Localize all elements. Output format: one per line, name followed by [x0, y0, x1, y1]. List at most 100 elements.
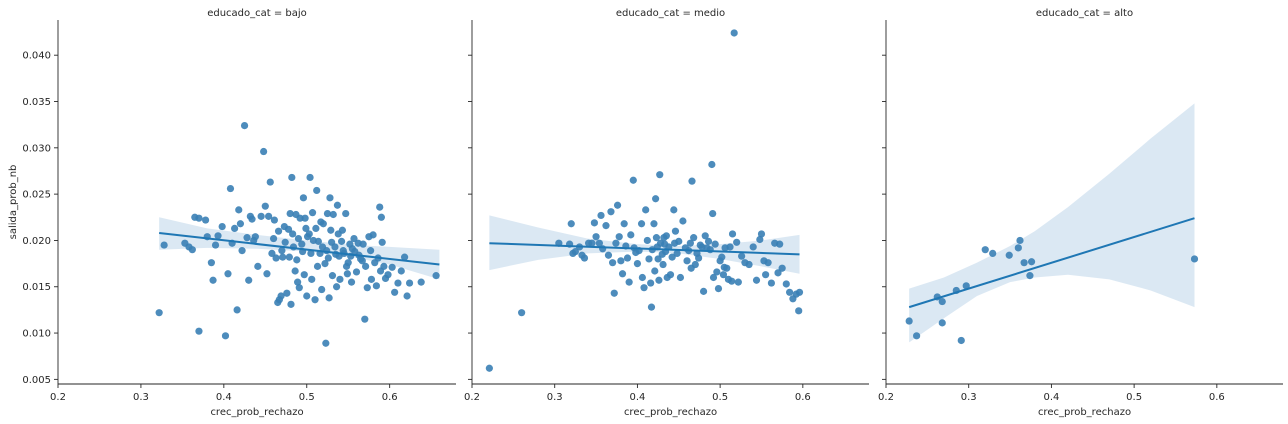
- data-point: [306, 173, 314, 182]
- data-point: [749, 243, 757, 251]
- data-point: [336, 275, 344, 283]
- data-point: [324, 254, 332, 262]
- facet-title: educado_cat = medio: [616, 8, 725, 19]
- facet-title: educado_cat = bajo: [207, 8, 307, 19]
- data-point: [602, 222, 610, 230]
- data-point: [625, 278, 633, 286]
- data-point: [251, 233, 259, 241]
- data-point: [656, 171, 664, 179]
- data-point: [333, 201, 342, 209]
- x-tick-label: 0.2: [50, 392, 66, 403]
- facet-panel-2: educado_cat = alto 0.2 0.3 0.4 0.5 0.6 crec_pr…: [878, 8, 1283, 418]
- x-tick-label: 0.3: [547, 392, 563, 403]
- data-point: [613, 201, 622, 209]
- data-point: [328, 272, 337, 280]
- data-point: [738, 252, 746, 260]
- data-point: [604, 251, 613, 259]
- data-point: [201, 216, 210, 224]
- data-point: [272, 254, 280, 262]
- x-tick-label: 0.4: [1043, 392, 1059, 403]
- data-point: [224, 270, 232, 278]
- data-point: [647, 279, 655, 287]
- data-point: [281, 238, 289, 246]
- data-point: [235, 206, 243, 214]
- data-point: [314, 237, 322, 245]
- data-point: [640, 284, 648, 292]
- data-point: [293, 256, 301, 264]
- data-point: [733, 238, 741, 246]
- data-point: [676, 273, 685, 282]
- data-point: [588, 239, 596, 247]
- data-point: [571, 247, 579, 256]
- data-point: [786, 288, 794, 296]
- data-point: [778, 264, 786, 272]
- data-point: [303, 292, 311, 300]
- y-tick-label: 0.025: [22, 190, 51, 201]
- data-point: [221, 332, 230, 340]
- x-tick-label: 0.3: [133, 392, 149, 403]
- regression-line: [489, 242, 800, 256]
- data-point: [265, 212, 273, 220]
- data-point: [774, 269, 782, 277]
- data-point: [1014, 244, 1022, 252]
- data-point: [913, 332, 921, 340]
- data-point: [734, 278, 742, 286]
- data-point: [989, 249, 997, 258]
- data-point: [311, 296, 319, 304]
- data-point: [690, 234, 698, 242]
- data-point: [709, 273, 718, 282]
- x-tick-label: 0.2: [464, 392, 480, 403]
- data-point: [691, 260, 699, 269]
- data-point: [308, 275, 316, 283]
- data-point: [284, 225, 293, 233]
- data-point: [369, 231, 377, 239]
- data-point: [617, 257, 625, 265]
- data-point: [226, 184, 235, 193]
- data-point: [195, 214, 203, 222]
- y-tick-label: 0.005: [22, 375, 51, 386]
- data-point: [610, 289, 618, 297]
- regression-line: [908, 217, 1195, 309]
- data-point: [397, 267, 405, 275]
- data-point: [675, 237, 683, 245]
- x-tick-label: 0.6: [382, 392, 398, 403]
- data-point: [618, 270, 627, 278]
- facet-panel-0: educado_cat = bajo 0.005 0.010 0.015 0.020 0.…: [22, 8, 456, 418]
- data-point: [233, 306, 241, 314]
- data-point: [236, 220, 245, 228]
- data-point: [325, 294, 333, 302]
- data-point: [699, 287, 708, 295]
- data-point: [331, 243, 339, 251]
- data-point: [279, 253, 287, 261]
- data-point: [655, 276, 663, 284]
- data-point: [679, 217, 687, 225]
- data-point: [327, 226, 335, 234]
- data-point: [343, 270, 351, 278]
- data-point: [701, 232, 709, 240]
- data-point: [627, 231, 635, 239]
- y-axis-label: salida_prob_nb: [8, 165, 19, 240]
- data-point: [299, 194, 308, 202]
- data-point: [673, 249, 681, 258]
- data-point: [209, 276, 217, 284]
- data-point: [366, 247, 375, 255]
- data-point: [294, 234, 303, 243]
- x-tick-label: 0.6: [795, 392, 811, 403]
- x-tick-label: 0.5: [299, 392, 315, 403]
- data-point: [367, 275, 376, 283]
- data-point: [342, 209, 350, 218]
- facet-panels: educado_cat = bajo 0.005 0.010 0.015 0.020 0.…: [22, 8, 1283, 418]
- data-point: [376, 203, 384, 211]
- data-point: [659, 260, 667, 269]
- data-point: [607, 208, 615, 216]
- data-point: [647, 303, 656, 311]
- data-point: [394, 279, 402, 287]
- data-point: [388, 263, 396, 271]
- data-point: [645, 255, 653, 263]
- data-point: [285, 253, 293, 261]
- data-point: [243, 234, 251, 242]
- regression-line: [159, 232, 440, 266]
- data-point: [638, 273, 646, 282]
- data-point: [254, 262, 262, 270]
- data-point: [728, 230, 737, 238]
